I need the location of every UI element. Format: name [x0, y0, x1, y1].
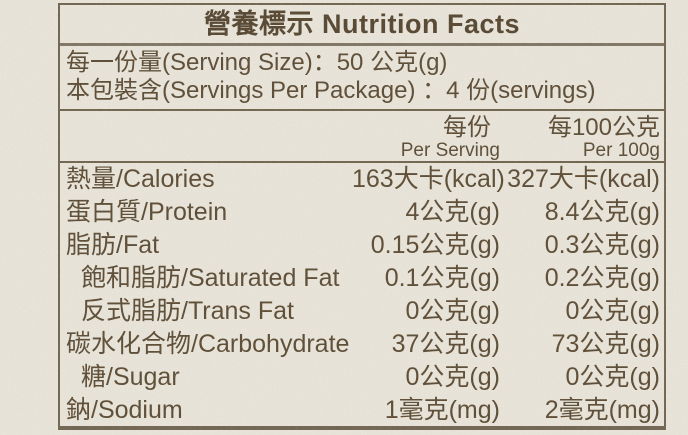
nutrient-name: 碳水化合物/Carbohydrate — [66, 330, 350, 358]
per-100g-value: 0.2公克(g) — [544, 264, 660, 292]
per-100g-value: 0.3公克(g) — [544, 231, 660, 259]
nutrient-name: 反式脂肪/Trans Fat — [81, 297, 294, 325]
per-serving-value: 1毫克(mg) — [384, 396, 500, 424]
per-100g-header-zh: 每100公克 — [547, 114, 660, 141]
nutrient-name: 鈉/Sodium — [66, 396, 183, 424]
nutrition-facts-label: 營養標示 Nutrition Facts 每一份量(Serving Size)：… — [58, 3, 666, 430]
table-row-sodium: 鈉/Sodium 1毫克(mg) 2毫克(mg) — [66, 394, 660, 427]
label-title: 營養標示 Nutrition Facts — [203, 9, 520, 39]
per-serving-value: 37公克(g) — [391, 330, 500, 358]
serving-info: 每一份量(Serving Size)：50 公克(g) 本包裝含(Serving… — [60, 46, 664, 109]
per-serving-value: 0.1公克(g) — [384, 264, 500, 292]
nutrient-name: 糖/Sugar — [81, 363, 180, 391]
table-row-fat: 脂肪/Fat 0.15公克(g) 0.3公克(g) — [66, 229, 660, 262]
per-100g-value: 8.4公克(g) — [544, 198, 660, 226]
per-serving-value: 0公克(g) — [405, 297, 500, 325]
serving-size-line: 每一份量(Serving Size)：50 公克(g) — [66, 49, 448, 76]
table-row-protein: 蛋白質/Protein 4公克(g) 8.4公克(g) — [66, 196, 660, 229]
per-100g-value: 327大卡(kcal) — [507, 165, 660, 193]
nutrient-name: 蛋白質/Protein — [66, 198, 228, 226]
per-100g-value: 73公克(g) — [551, 330, 660, 358]
per-serving-value: 163大卡(kcal) — [352, 165, 505, 193]
per-100g-value: 2毫克(mg) — [544, 396, 660, 424]
table-row-trans-fat: 反式脂肪/Trans Fat 0公克(g) 0公克(g) — [66, 295, 660, 328]
column-header-per-serving: 每份 Per Serving — [352, 111, 500, 161]
nutrient-name: 熱量/Calories — [66, 165, 215, 193]
per-100g-value: 0公克(g) — [565, 297, 660, 325]
per-serving-value: 0公克(g) — [405, 363, 500, 391]
nutrient-table: 熱量/Calories 163大卡(kcal) 327大卡(kcal) 蛋白質/… — [60, 163, 664, 427]
per-serving-header-en: Per Serving — [400, 140, 500, 161]
table-row-carbohydrate: 碳水化合物/Carbohydrate 37公克(g) 73公克(g) — [66, 328, 660, 361]
servings-per-package-line: 本包裝含(Servings Per Package) ：4 份(servings… — [66, 77, 596, 104]
column-header-per-100g: 每100公克 Per 100g — [500, 111, 660, 161]
per-100g-value: 0公克(g) — [565, 363, 660, 391]
per-serving-value: 0.15公克(g) — [370, 231, 500, 259]
table-row-saturated-fat: 飽和脂肪/Saturated Fat 0.1公克(g) 0.2公克(g) — [66, 262, 660, 295]
table-row-sugar: 糖/Sugar 0公克(g) 0公克(g) — [66, 361, 660, 394]
column-header-row: 每份 Per Serving 每100公克 Per 100g — [60, 111, 664, 161]
per-100g-header-en: Per 100g — [582, 140, 660, 161]
nutrient-name: 脂肪/Fat — [66, 231, 160, 259]
column-header-spacer — [66, 111, 352, 161]
nutrient-name: 飽和脂肪/Saturated Fat — [81, 264, 340, 292]
table-row-calories: 熱量/Calories 163大卡(kcal) 327大卡(kcal) — [66, 163, 660, 196]
per-serving-header-zh: 每份 — [443, 114, 491, 141]
per-serving-value: 4公克(g) — [405, 198, 500, 226]
